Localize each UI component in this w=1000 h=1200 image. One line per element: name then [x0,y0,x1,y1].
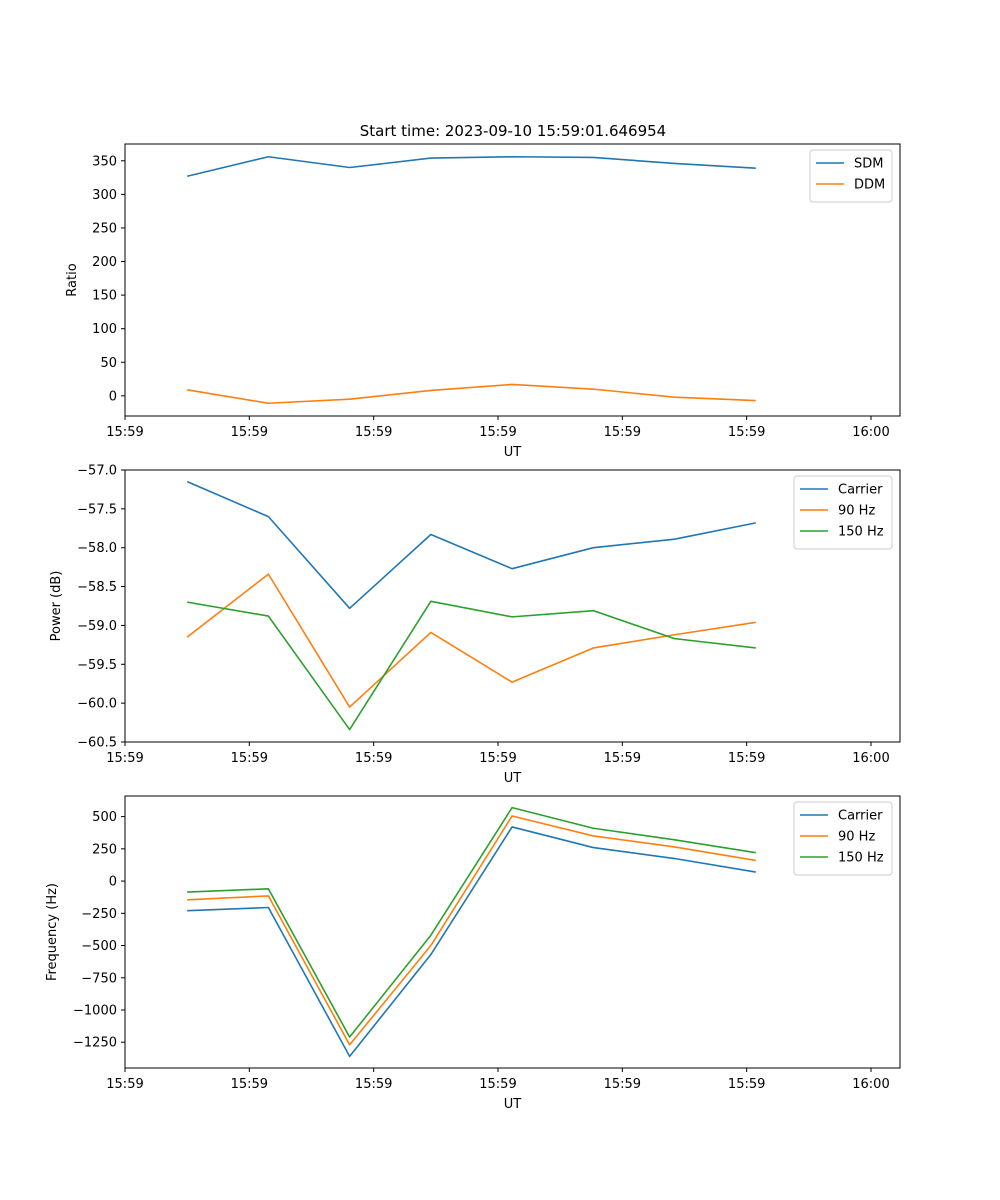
panel-1: 15:59 15:59 15:59 15:59 15:59 15:59 16:00 0 50 10… [65,143,901,460]
panel-3: 15:59 15:59 15:59 15:59 15:59 15:59 16:00 −1250… [45,795,901,1112]
x-tick-label: 15:59 [106,1077,143,1092]
legend: Carrier 90 Hz 150 Hz [793,475,893,550]
x-tick-label: 16:00 [852,1077,889,1092]
x-axis-label: UT [504,771,522,786]
x-tick-label: 15:59 [728,425,765,440]
x-tick-label: 15:59 [231,751,268,766]
y-tick-label: 150 [92,289,117,304]
y-tick-label: −1000 [73,1003,117,1018]
legend: Carrier 90 Hz 150 Hz [793,801,893,876]
legend-label: 90 Hz [838,504,875,519]
y-tick-label: 350 [92,154,117,169]
x-tick-label: 15:59 [479,1077,516,1092]
legend-label: SDM [854,157,883,172]
legend-label: Carrier [838,809,883,824]
y-tick-label: −250 [81,907,117,922]
x-tick-label: 15:59 [355,1077,392,1092]
legend-label: Carrier [838,483,883,498]
y-tick-label: −60.0 [77,697,117,712]
x-axis-label: UT [504,1097,522,1112]
y-axis-label: Power (dB) [49,571,64,642]
y-tick-label: 50 [100,356,117,371]
figure-title: Start time: 2023-09-10 15:59:01.646954 [360,122,666,140]
series-line-90-hz [187,815,756,1046]
axes-frame [124,795,901,1069]
x-tick-label: 15:59 [604,1077,641,1092]
x-tick-label: 15:59 [728,1077,765,1092]
y-axis-label: Frequency (Hz) [45,883,60,981]
series-line-carrier [187,826,756,1058]
x-tick-label: 15:59 [479,425,516,440]
x-tick-label: 15:59 [231,1077,268,1092]
legend-label: 150 Hz [838,851,884,866]
x-tick-label: 15:59 [728,751,765,766]
series-line-150-hz [187,806,756,1038]
y-tick-label: −57.0 [77,464,117,479]
axes-frame [124,469,901,743]
axes-frame [124,143,901,417]
y-tick-label: −500 [81,939,117,954]
y-tick-label: 250 [92,842,117,857]
x-tick-label: 15:59 [604,425,641,440]
series-line-ddm [187,383,756,405]
x-tick-label: 15:59 [479,751,516,766]
x-axis-label: UT [504,445,522,460]
y-tick-label: 200 [92,255,117,270]
legend: SDM DDM [809,149,893,203]
y-tick-label: −58.5 [77,580,117,595]
y-tick-label: 250 [92,221,117,236]
x-tick-label: 15:59 [106,425,143,440]
y-tick-label: 100 [92,322,117,337]
series-line-150-hz [187,600,756,731]
legend-label: DDM [854,178,885,193]
y-tick-label: −60.5 [77,736,117,751]
panels: 15:59 15:59 15:59 15:59 15:59 15:59 16:00 0 50 10… [45,143,901,1112]
y-axis-label: Ratio [65,263,80,296]
y-tick-label: −750 [81,971,117,986]
x-tick-label: 15:59 [231,425,268,440]
y-tick-label: 300 [92,188,117,203]
x-tick-label: 16:00 [852,425,889,440]
panel-2: 15:59 15:59 15:59 15:59 15:59 15:59 16:00 −60.5… [49,464,901,786]
y-tick-label: −1250 [73,1036,117,1051]
x-tick-label: 15:59 [355,425,392,440]
legend-label: 90 Hz [838,830,875,845]
series-line-carrier [186,480,756,610]
y-tick-label: 500 [92,810,117,825]
y-tick-label: 0 [109,875,117,890]
y-tick-label: −59.5 [77,658,117,673]
x-tick-label: 15:59 [604,751,641,766]
series-line-90-hz [186,573,756,708]
x-tick-label: 16:00 [852,751,889,766]
y-tick-label: 0 [109,389,117,404]
y-tick-label: −57.5 [77,502,117,517]
y-tick-label: −58.0 [77,541,117,556]
y-tick-label: −59.0 [77,619,117,634]
series-line-sdm [186,155,756,178]
x-tick-label: 15:59 [106,751,143,766]
legend-label: 150 Hz [838,525,884,540]
x-tick-label: 15:59 [355,751,392,766]
